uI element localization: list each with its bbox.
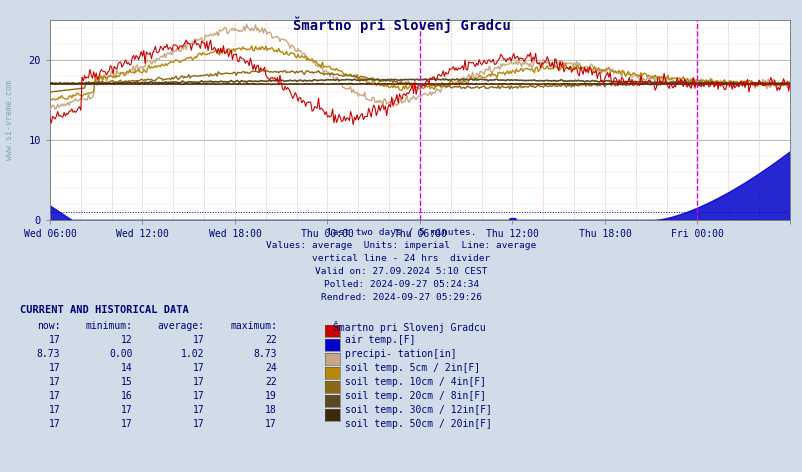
Text: 22: 22 (265, 335, 277, 345)
Text: 17: 17 (48, 419, 60, 429)
Text: 18: 18 (265, 405, 277, 415)
Text: 14: 14 (120, 363, 132, 373)
Text: 17: 17 (120, 419, 132, 429)
Text: Šmartno pri Slovenj Gradcu: Šmartno pri Slovenj Gradcu (292, 17, 510, 33)
Text: 17: 17 (48, 405, 60, 415)
Text: 12: 12 (120, 335, 132, 345)
Text: 15: 15 (120, 377, 132, 387)
Text: 17: 17 (192, 405, 205, 415)
Text: minimum:: minimum: (85, 321, 132, 331)
Text: soil temp. 10cm / 4in[F]: soil temp. 10cm / 4in[F] (345, 377, 486, 387)
Text: Polled: 2024-09-27 05:24:34: Polled: 2024-09-27 05:24:34 (323, 280, 479, 289)
Text: soil temp. 50cm / 20in[F]: soil temp. 50cm / 20in[F] (345, 419, 492, 429)
Text: 22: 22 (265, 377, 277, 387)
Text: CURRENT AND HISTORICAL DATA: CURRENT AND HISTORICAL DATA (20, 305, 188, 315)
Text: soil temp. 5cm / 2in[F]: soil temp. 5cm / 2in[F] (345, 363, 480, 373)
Text: 17: 17 (192, 377, 205, 387)
Text: Valid on: 27.09.2024 5:10 CEST: Valid on: 27.09.2024 5:10 CEST (315, 267, 487, 276)
Text: www.si-vreme.com: www.si-vreme.com (5, 80, 14, 160)
Text: Values: average  Units: imperial  Line: average: Values: average Units: imperial Line: av… (266, 241, 536, 250)
Text: Rendred: 2024-09-27 05:29:26: Rendred: 2024-09-27 05:29:26 (321, 293, 481, 302)
Text: 24: 24 (265, 363, 277, 373)
Text: 17: 17 (48, 377, 60, 387)
Text: 17: 17 (192, 363, 205, 373)
Text: 8.73: 8.73 (253, 349, 277, 359)
Text: Šmartno pri Slovenj Gradcu: Šmartno pri Slovenj Gradcu (333, 321, 485, 333)
Text: 17: 17 (192, 335, 205, 345)
Text: soil temp. 30cm / 12in[F]: soil temp. 30cm / 12in[F] (345, 405, 492, 415)
Text: 1.02: 1.02 (181, 349, 205, 359)
Text: 17: 17 (48, 391, 60, 401)
Text: 17: 17 (192, 419, 205, 429)
Text: 17: 17 (192, 391, 205, 401)
Text: average:: average: (157, 321, 205, 331)
Text: air temp.[F]: air temp.[F] (345, 335, 415, 345)
Text: soil temp. 20cm / 8in[F]: soil temp. 20cm / 8in[F] (345, 391, 486, 401)
Text: 16: 16 (120, 391, 132, 401)
Text: 17: 17 (265, 419, 277, 429)
Text: vertical line - 24 hrs  divider: vertical line - 24 hrs divider (312, 254, 490, 263)
Text: precipi- tation[in]: precipi- tation[in] (345, 349, 456, 359)
Text: now:: now: (37, 321, 60, 331)
Text: 8.73: 8.73 (37, 349, 60, 359)
Text: last two days / 5 minutes.: last two days / 5 minutes. (326, 228, 476, 237)
Text: 17: 17 (48, 335, 60, 345)
Text: 19: 19 (265, 391, 277, 401)
Text: 17: 17 (120, 405, 132, 415)
Text: maximum:: maximum: (229, 321, 277, 331)
Text: 17: 17 (48, 363, 60, 373)
Text: 0.00: 0.00 (109, 349, 132, 359)
